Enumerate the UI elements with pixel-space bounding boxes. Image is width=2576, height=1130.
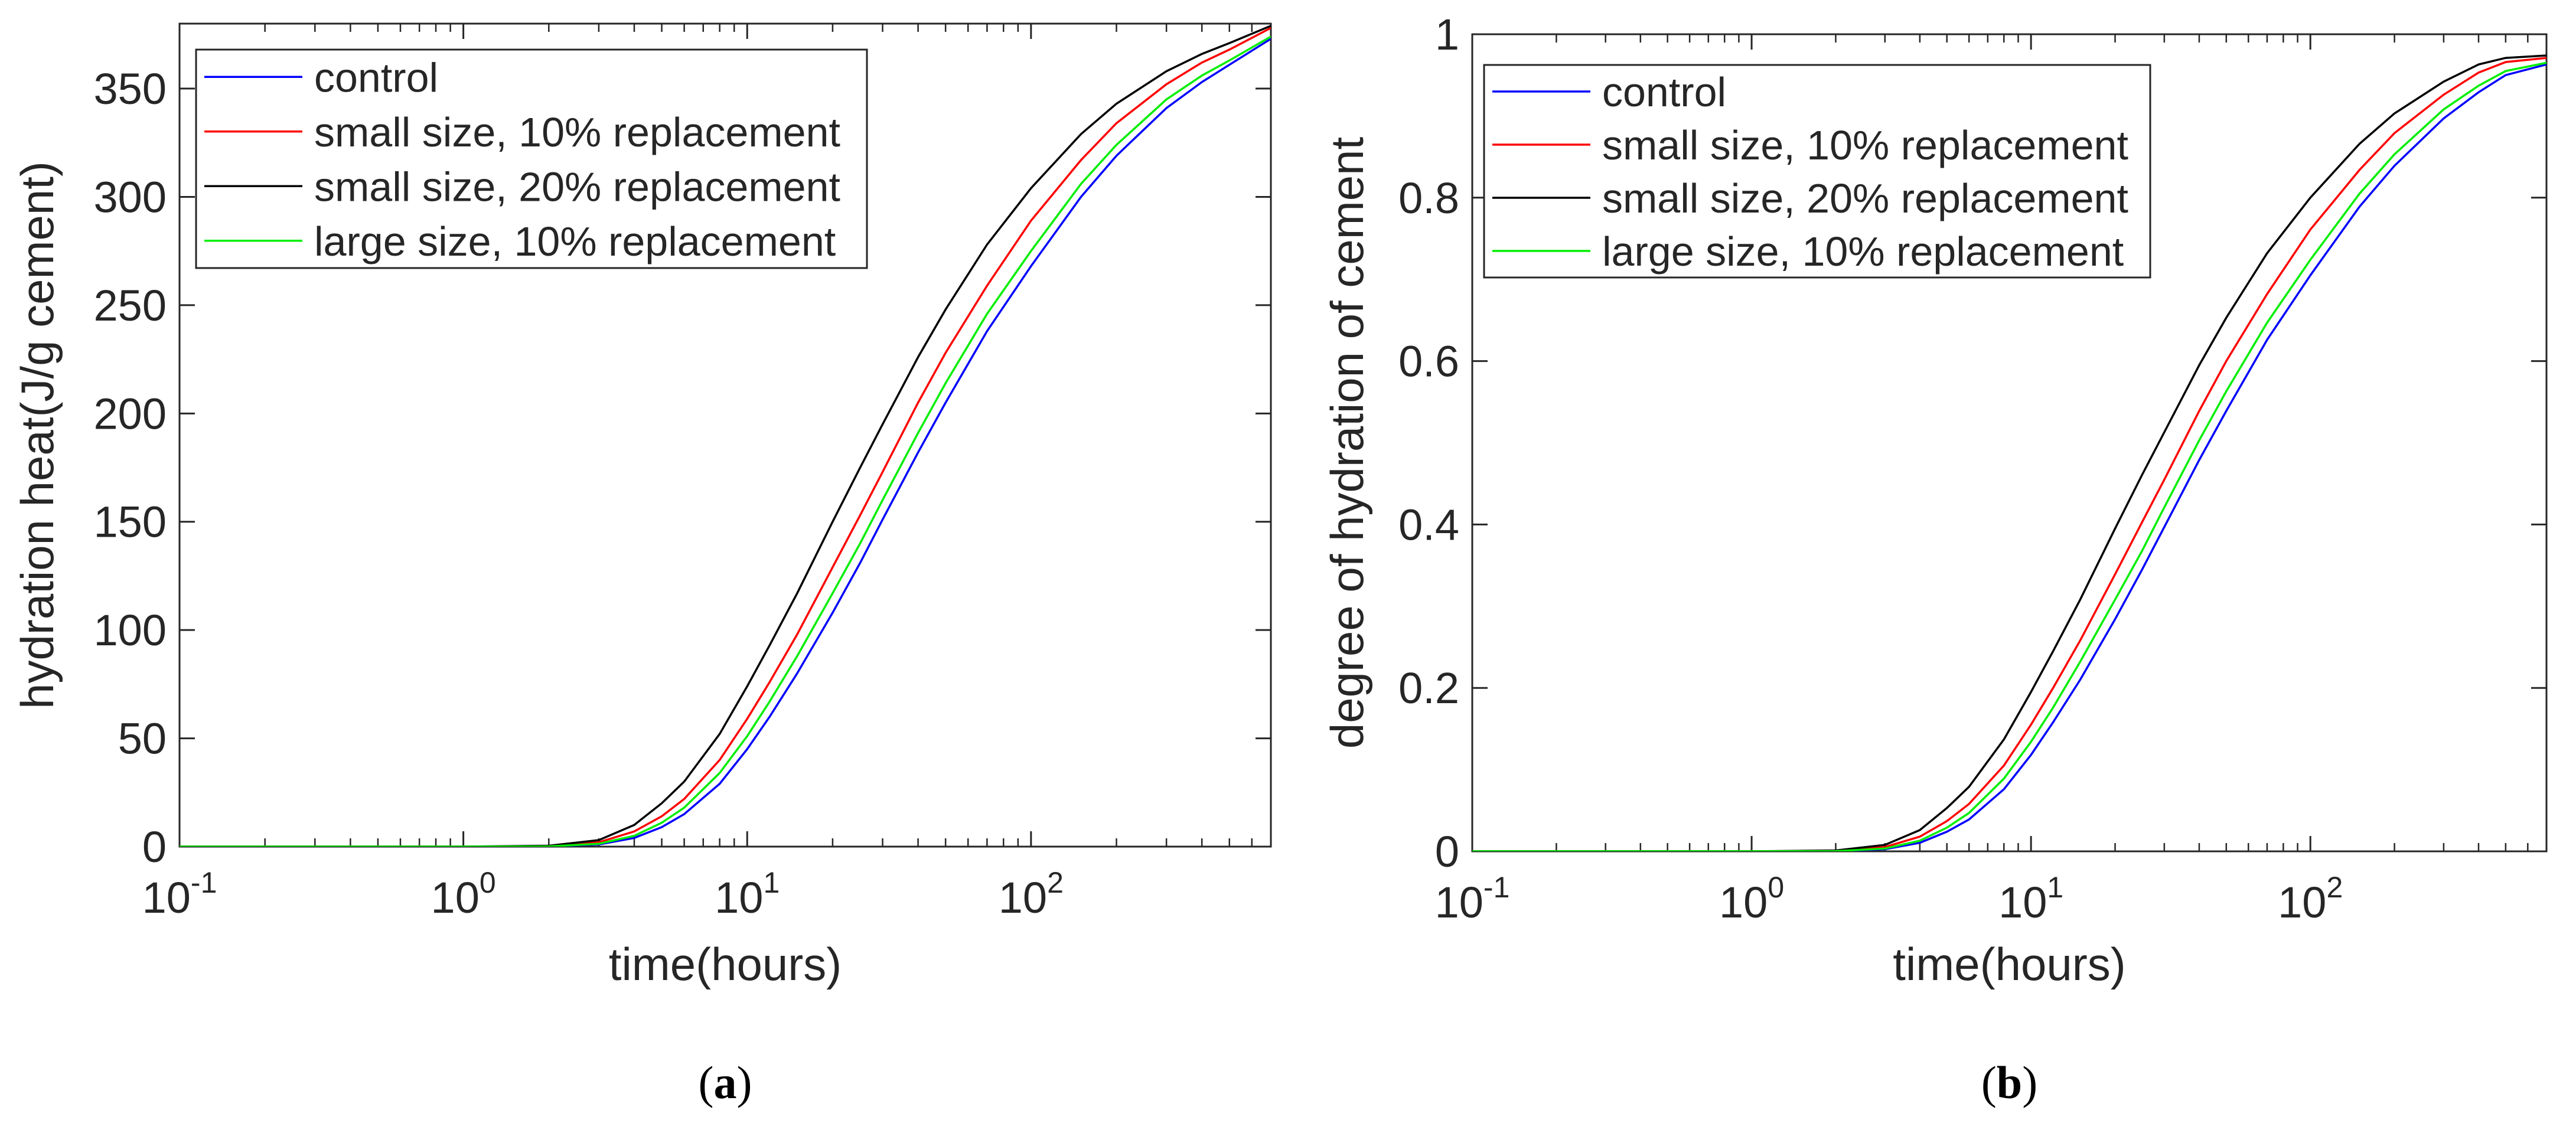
panel-label: (a) [699,1057,752,1108]
y-tick-label: 0.6 [1398,337,1459,386]
y-tick-label: 0.2 [1398,664,1459,713]
y-tick-label: 100 [94,606,167,655]
x-tick-label: 102 [999,866,1064,922]
legend-entry-3: small size, 20% replacement [314,164,840,210]
x-tick-label: 101 [1998,871,2063,927]
y-tick-label: 0.4 [1398,500,1459,549]
x-tick-label: 10-1 [142,866,217,922]
axes-box [178,22,1272,848]
x-tick-label: 10-1 [1435,871,1510,927]
y-tick-label: 0 [142,822,167,871]
panel-a: 10-1 100 101 102 0 50 100 150 200 250 300 350 time(h… [11,22,1272,1108]
panel-label: (b) [1981,1057,2037,1108]
legend-entry-1: control [314,54,438,100]
y-tick-label: 1 [1435,10,1459,59]
y-axis-label: degree of hydration of cement [1321,137,1373,749]
legend-entry-4: large size, 10% replacement [314,218,836,264]
legend-entry-2: small size, 10% replacement [314,109,840,155]
x-tick-label: 101 [715,866,780,922]
y-tick-label: 250 [94,281,167,330]
legend-entry-4: large size, 10% replacement [1602,228,2124,275]
x-tick-label: 100 [1719,871,1784,927]
axes-box [1471,33,2548,853]
y-tick-label: 350 [94,64,167,113]
y-tick-label: 200 [94,389,167,438]
y-axis-label: hydration heat(J/g cement) [11,161,63,709]
legend-box [195,48,868,269]
legend-box [1483,64,2151,279]
legend-entry-1: control [1602,69,1726,115]
series-line-4 [180,35,1271,847]
y-tick-label: 300 [94,172,167,221]
legend-entry-3: small size, 20% replacement [1602,175,2128,221]
y-tick-label: 50 [118,714,167,763]
x-tick-label: 102 [2278,871,2343,927]
legend-entry-2: small size, 10% replacement [1602,122,2128,168]
y-tick-label: 0.8 [1398,174,1459,223]
y-tick-label: 150 [94,498,167,547]
series-line-1 [1472,63,2546,851]
x-tick-label: 100 [431,866,496,922]
series-line-3 [1472,54,2546,851]
series-line-3 [180,25,1271,847]
series-line-4 [1472,61,2546,851]
series-line-2 [180,27,1271,847]
series-line-1 [180,38,1271,847]
x-axis-label: time(hours) [1893,938,2125,990]
y-tick-label: 0 [1435,827,1459,876]
panel-b: 10-1 100 101 102 0 0.2 0.4 0.6 0.8 1 time(hours) de… [1321,10,2548,1108]
x-axis-label: time(hours) [609,938,842,990]
series-line-2 [1472,57,2546,851]
